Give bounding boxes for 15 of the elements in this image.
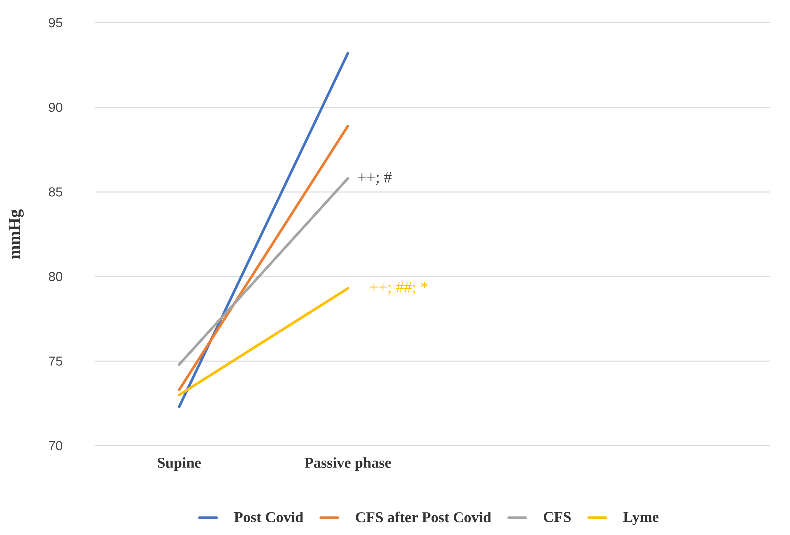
legend-label: CFS after Post Covid	[356, 512, 492, 523]
y-axis-title: mmHg	[9, 210, 24, 260]
y-tick-label: 80	[49, 272, 62, 282]
y-tick-label: 85	[49, 188, 62, 197]
y-tick-label: 90	[49, 102, 62, 112]
x-tick-label: Supine	[158, 458, 202, 472]
annotation: ++; #	[358, 172, 392, 186]
y-tick-label: 95	[49, 18, 62, 28]
legend-label: Post Covid	[234, 512, 304, 522]
legend-label: CFS	[544, 512, 571, 522]
x-tick-label: Passive phase	[304, 458, 392, 472]
legend-label: Lyme	[624, 512, 659, 526]
y-tick-label: 75	[49, 356, 62, 366]
y-tick-label: 70	[49, 441, 62, 451]
annotation: ++; ##; *	[370, 282, 428, 296]
